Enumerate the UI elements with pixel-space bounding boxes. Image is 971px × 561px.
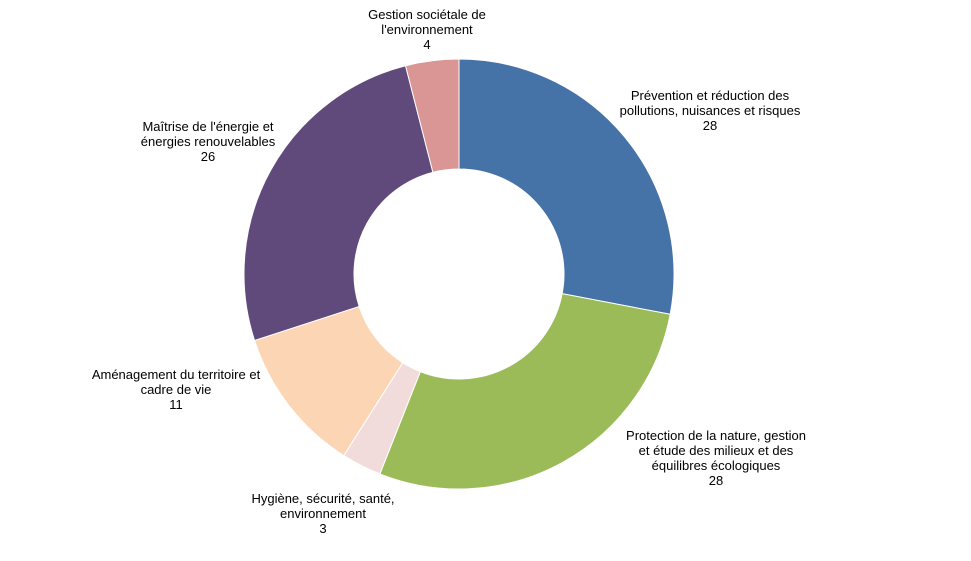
label-value: 11 (169, 397, 183, 412)
slice-protection-nature-label: Protection de la nature, gestion et étude… (626, 428, 806, 488)
label-line: Aménagement du territoire et (91, 367, 261, 382)
label-line: environnement (279, 506, 366, 521)
slice-hygiene-label: Hygiène, sécurité, santé, environnement 3 (251, 491, 394, 536)
label-line: et étude des milieux et des (638, 443, 794, 458)
label-line: énergies renouvelables (140, 134, 276, 149)
slice-maitrise-energie-label: Maîtrise de l'énergie et énergies renouve… (141, 119, 275, 164)
slice-protection-nature (379, 293, 671, 490)
label-value: 3 (319, 521, 327, 536)
label-line: Hygiène, sécurité, santé, (251, 491, 395, 506)
label-line: cadre de vie (140, 382, 212, 397)
slice-gestion-societale (404, 58, 460, 173)
slice-prevention-label: Prévention et réduction des pollutions, n… (620, 88, 801, 133)
label-value: 28 (708, 473, 724, 488)
slice-prevention (458, 58, 675, 315)
label-value: 26 (200, 149, 216, 164)
slice-amenagement-label: Aménagement du territoire et cadre de vie… (92, 367, 260, 412)
label-line: Gestion sociétale de (368, 7, 486, 22)
slice-gestion-societale-label: Gestion sociétale de l'environnement 4 (368, 7, 486, 52)
donut-slices (243, 58, 675, 490)
label-line: Maîtrise de l'énergie et (142, 119, 274, 134)
label-value: 28 (702, 118, 718, 133)
label-line: Protection de la nature, gestion (626, 428, 806, 443)
label-line: Prévention et réduction des (630, 88, 790, 103)
label-value: 4 (423, 37, 431, 52)
label-line: équilibres écologiques (651, 458, 781, 473)
label-line: l'environnement (381, 22, 473, 37)
slice-maitrise-energie (243, 65, 434, 342)
label-line: pollutions, nuisances et risques (619, 103, 801, 118)
